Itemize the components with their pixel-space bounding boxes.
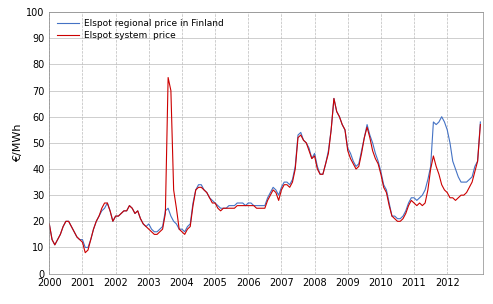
- Elspot system  price: [46, 222, 52, 226]
- Line: Elspot regional price in Finland: Elspot regional price in Finland: [49, 98, 480, 247]
- Elspot system  price: [477, 123, 483, 126]
- Elspot regional price in Finland: [82, 246, 88, 249]
- Elspot regional price in Finland: [331, 97, 337, 100]
- Y-axis label: €/MWh: €/MWh: [13, 124, 23, 162]
- Elspot system  price: [400, 217, 406, 220]
- Elspot system  price: [82, 251, 88, 254]
- Elspot system  price: [212, 201, 218, 205]
- Elspot regional price in Finland: [46, 222, 52, 226]
- Elspot regional price in Finland: [210, 199, 215, 202]
- Elspot system  price: [165, 76, 171, 79]
- Elspot system  price: [60, 225, 66, 228]
- Elspot regional price in Finland: [298, 131, 304, 134]
- Elspot regional price in Finland: [60, 225, 66, 228]
- Elspot system  price: [168, 89, 174, 92]
- Elspot system  price: [69, 225, 74, 228]
- Elspot regional price in Finland: [400, 214, 406, 218]
- Legend: Elspot regional price in Finland, Elspot system  price: Elspot regional price in Finland, Elspot…: [54, 17, 226, 43]
- Elspot regional price in Finland: [69, 225, 74, 228]
- Line: Elspot system  price: Elspot system price: [49, 78, 480, 253]
- Elspot system  price: [301, 138, 307, 142]
- Elspot regional price in Finland: [165, 206, 171, 210]
- Elspot regional price in Finland: [477, 120, 483, 124]
